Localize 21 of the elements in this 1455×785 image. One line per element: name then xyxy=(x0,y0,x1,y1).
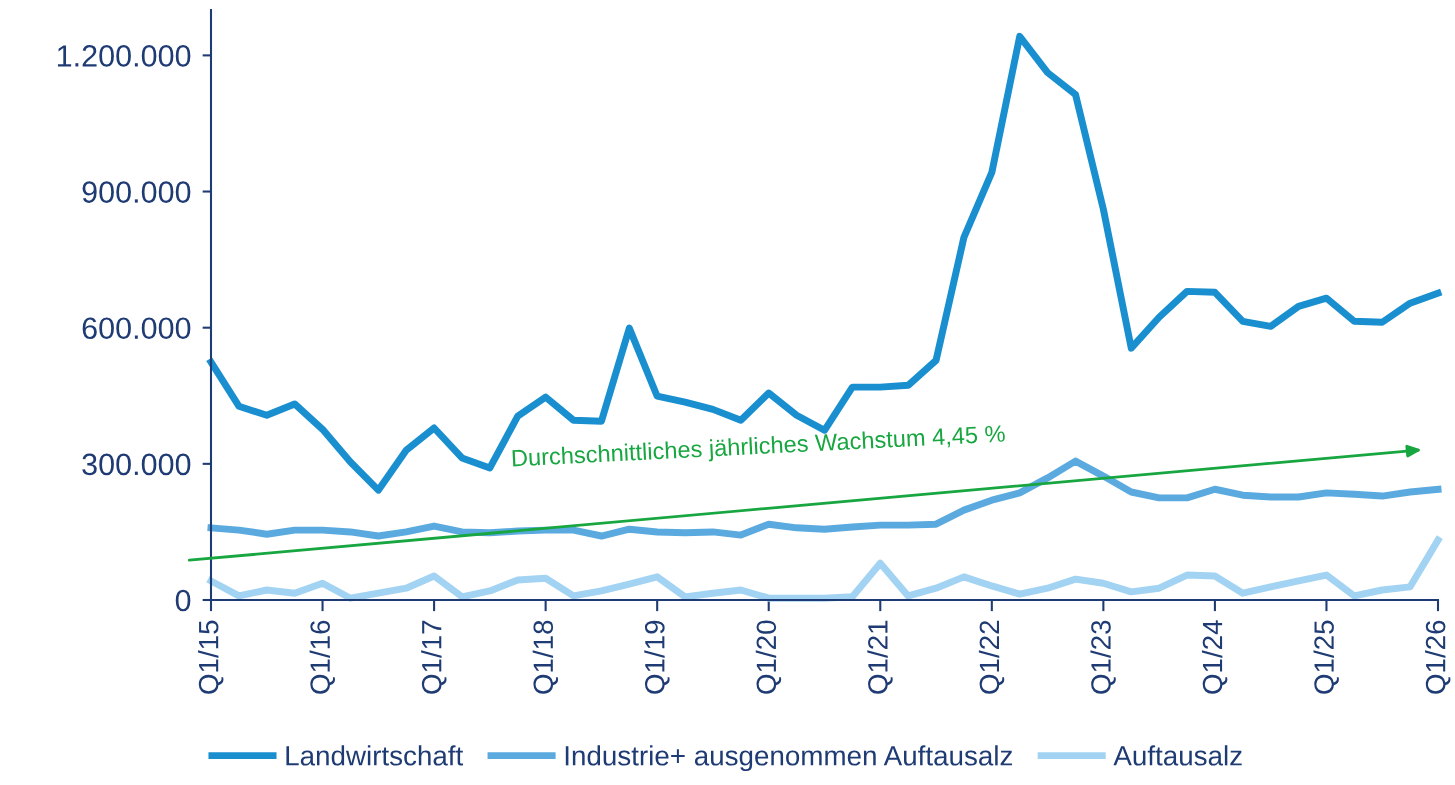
x-tick-label: Q1/19 xyxy=(644,620,670,694)
y-tick-label: 600.000 xyxy=(82,317,191,340)
x-tick-label: Q1/16 xyxy=(309,620,335,694)
x-tick-label: Q1/25 xyxy=(1313,620,1339,694)
x-tick-label: Q1/17 xyxy=(421,620,447,694)
legend-label: Auftausalz xyxy=(1113,745,1242,766)
x-tick-label: Q1/18 xyxy=(532,620,559,694)
annotation: Durchschnittliches jährliches Wachstum 4,45 % xyxy=(512,424,1006,472)
x-tick-label: Q1/23 xyxy=(1090,620,1116,694)
x-tick-label: Q1/20 xyxy=(755,620,782,694)
x-tick-label: Q1/15 xyxy=(198,620,224,694)
legend-label: Landwirtschaft xyxy=(286,745,464,766)
x-tick-label: Q1/26 xyxy=(1425,620,1451,694)
x-tick-label: Q1/21 xyxy=(867,620,893,694)
y-tick-label: 0 xyxy=(175,589,191,612)
y-tick-label: 900.000 xyxy=(82,181,191,203)
legend-label: Industrie+ ausgenommen Auftausalz xyxy=(565,745,1012,772)
y-tick-label: 300.000 xyxy=(82,453,191,476)
x-tick-label: Q1/22 xyxy=(978,620,1005,694)
y-tick-label: 1.200.000 xyxy=(57,45,191,67)
x-tick-label: Q1/24 xyxy=(1201,620,1228,694)
